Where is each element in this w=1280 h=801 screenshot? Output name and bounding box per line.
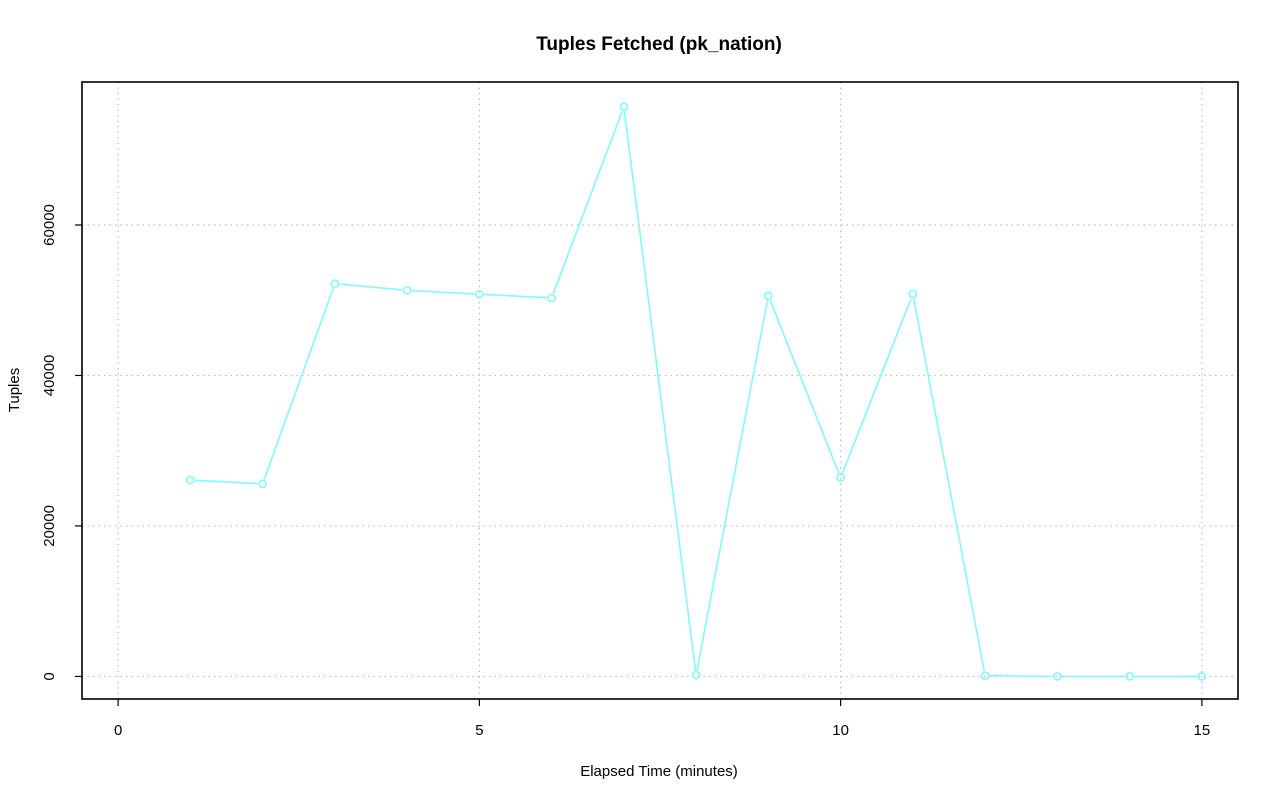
y-tick-label: 0 [41, 672, 58, 680]
series-line-segment [623, 111, 697, 671]
data-point [1052, 672, 1062, 681]
y-axis-label: Tuples [6, 368, 23, 412]
series-line-segment [339, 283, 403, 291]
series-line-segment [769, 300, 840, 474]
x-tick-label: 15 [1194, 722, 1211, 739]
series [185, 102, 1207, 681]
x-tick-label: 5 [475, 722, 483, 739]
x-tick-label: 10 [832, 722, 849, 739]
data-point [691, 670, 701, 680]
series-line-segment [841, 298, 912, 474]
series-line-segment [552, 111, 623, 294]
data-point [330, 279, 340, 289]
x-axis-label: Elapsed Time (minutes) [580, 763, 738, 780]
data-point [547, 293, 557, 303]
data-point [258, 479, 268, 489]
chart-title: Tuples Fetched (pk_nation) [536, 34, 782, 55]
x-axis: 0 5 10 15 [114, 699, 1210, 739]
y-tick-label: 60000 [41, 204, 58, 246]
series-line-segment [195, 479, 258, 485]
series-line-segment [913, 298, 985, 671]
y-tick-label: 20000 [41, 505, 58, 547]
data-point [185, 475, 195, 485]
series-line-segment [484, 293, 547, 299]
y-tick-label: 40000 [41, 355, 58, 397]
data-point [980, 671, 990, 681]
data-point [763, 291, 773, 301]
series-line-segment [990, 674, 1053, 678]
data-point [1197, 672, 1207, 681]
series-line-segment [412, 289, 475, 295]
series-line-segment [263, 288, 334, 480]
data-point [1125, 672, 1135, 681]
data-point [908, 289, 918, 299]
plot-frame [81, 81, 1239, 700]
series-line-segment [696, 300, 769, 671]
data-point [836, 473, 846, 483]
x-tick-label: 0 [114, 722, 122, 739]
data-point [402, 286, 412, 295]
data-point [474, 289, 484, 299]
data-point [619, 102, 629, 112]
y-axis: 0 20000 40000 60000 [41, 204, 82, 681]
